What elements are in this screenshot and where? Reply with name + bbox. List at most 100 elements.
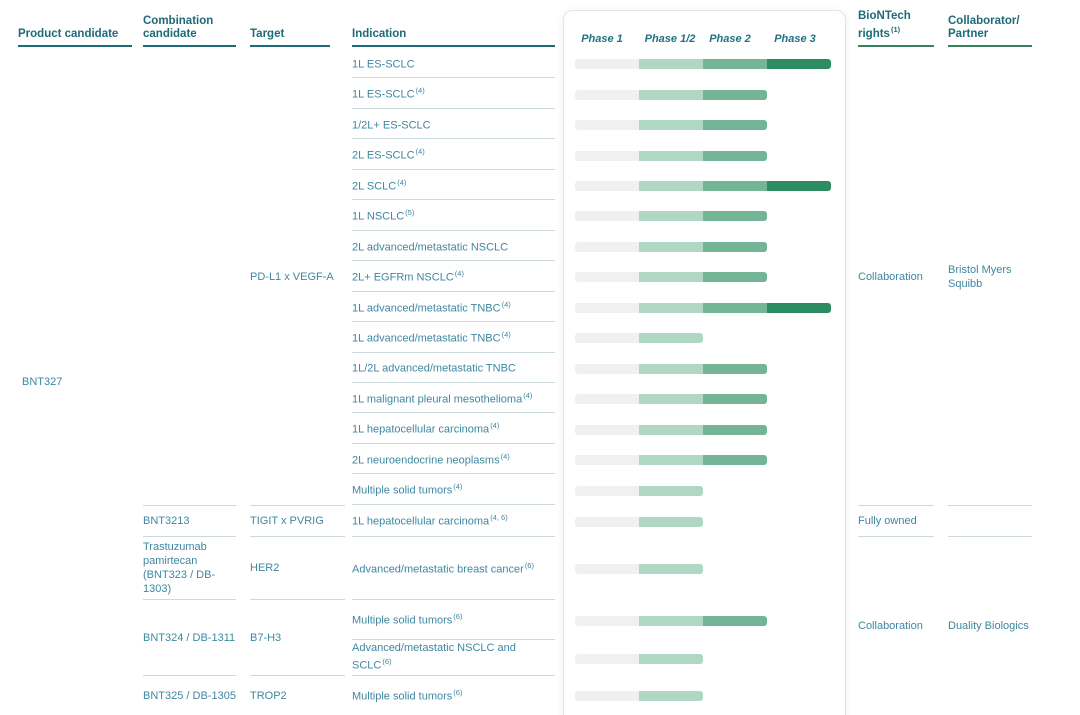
bar-row <box>575 293 833 323</box>
indication-label: 1L advanced/metastatic TNBC(4) <box>352 299 511 315</box>
bar-row <box>575 677 833 715</box>
target-tigit-pvrig: TIGIT x PVRIG <box>250 505 345 537</box>
footnote-marker: (4) <box>500 451 510 461</box>
indication-row: 1L malignant pleural mesothelioma(4) <box>352 383 555 414</box>
indication-label: 1L malignant pleural mesothelioma(4) <box>352 390 533 406</box>
bar-row <box>575 445 833 475</box>
phase-bar <box>575 516 703 527</box>
indication-label: Advanced/metastatic breast cancer(6) <box>352 560 534 576</box>
bar-row <box>575 384 833 414</box>
phase-bars-column <box>575 49 833 715</box>
footnote-marker: (4) <box>501 299 511 309</box>
bar-row <box>575 262 833 292</box>
phase-bar <box>575 150 767 161</box>
column-header-indication: Indication <box>352 6 555 47</box>
indication-row: 1L ES-SCLC(4) <box>352 78 555 109</box>
rights-bnt327: Collaboration <box>858 270 923 283</box>
column-header-label: Target <box>250 28 285 40</box>
indication-row: Multiple solid tumors(6) <box>352 676 555 715</box>
indication-row: 1L advanced/metastatic TNBC(4) <box>352 292 555 323</box>
indication-label: Multiple solid tumors(4) <box>352 482 463 497</box>
phase-bar <box>575 615 767 626</box>
phase2-header: Phase 2 <box>709 33 751 45</box>
bar-row <box>575 49 833 79</box>
footnote-marker: (5) <box>405 208 415 218</box>
indication-row: 2L+ EGFRm NSCLC(4) <box>352 261 555 292</box>
phase-bar <box>575 181 831 192</box>
phase-bar <box>575 485 703 496</box>
partner-bristol-myers-squibb: Bristol Myers Squibb <box>948 263 1012 290</box>
indication-label: 2L ES-SCLC(4) <box>352 147 425 162</box>
indication-label: Advanced/metastatic NSCLC and SCLC(6) <box>352 641 516 672</box>
bar-row <box>575 110 833 140</box>
indication-label: 1/2L+ ES-SCLC <box>352 119 431 132</box>
indication-label: Multiple solid tumors(6) <box>352 688 463 704</box>
bar-row <box>575 475 833 505</box>
indication-label: 1L hepatocellular carcinoma(4) <box>352 421 500 436</box>
phase-progress-card: Phase 1 Phase 1/2 Phase 2 Phase 3 <box>563 10 846 715</box>
footnote-marker: (6) <box>453 688 463 698</box>
footnote-marker: (6) <box>524 560 534 570</box>
indication-label: 1L NSCLC(5) <box>352 208 415 223</box>
bar-row <box>575 354 833 384</box>
phase-bar <box>575 89 767 100</box>
indication-row: 1L NSCLC(5) <box>352 200 555 231</box>
column-header-collaborator-partner: Collaborator/Partner <box>948 6 1032 47</box>
phase-bar <box>575 211 767 222</box>
footnote-marker: (6) <box>382 656 392 666</box>
footnote-marker: (4, 6) <box>490 513 508 523</box>
target-b7h3: B7-H3 <box>250 600 345 676</box>
indication-label: 1L advanced/metastatic TNBC(4) <box>352 329 511 345</box>
footnote-marker: (6) <box>453 612 463 622</box>
column-header-biontech-rights: BioNTech rights(1) <box>858 6 934 47</box>
phase-bar <box>575 241 767 252</box>
bar-row <box>575 232 833 262</box>
indication-row: 2L neuroendocrine neoplasms(4) <box>352 444 555 475</box>
indication-label: 1L ES-SCLC <box>352 58 415 71</box>
footnote-marker: (4) <box>397 177 407 187</box>
indication-label: 2L SCLC(4) <box>352 177 407 193</box>
target-her2: HER2 <box>250 537 345 600</box>
footnote-marker: (4) <box>490 421 500 431</box>
footnote-marker: (4) <box>523 390 533 400</box>
indication-column: 1L ES-SCLC 1L ES-SCLC(4) 1/2L+ ES-SCLC 2… <box>352 48 555 715</box>
combination-bnt324: BNT324 / DB-1311 <box>143 600 236 676</box>
indication-label: 2L neuroendocrine neoplasms(4) <box>352 451 510 467</box>
phase-bar <box>575 120 767 131</box>
indication-row: Advanced/metastatic NSCLC and SCLC(6) <box>352 640 555 676</box>
column-header-label: Product candidate <box>18 28 119 40</box>
rights-fully-owned: Fully owned <box>858 505 934 537</box>
product-candidate-bnt327: BNT327 <box>22 375 63 388</box>
footnote-marker: (4) <box>415 86 425 96</box>
indication-row: 1L/2L advanced/metastatic TNBC <box>352 353 555 383</box>
indication-row: 1/2L+ ES-SCLC <box>352 109 555 140</box>
footnote-marker: (4) <box>454 269 464 279</box>
column-header-combination-candidate: Combination candidate <box>143 6 236 47</box>
indication-label: 1L hepatocellular carcinoma(4, 6) <box>352 513 508 529</box>
indication-row: 1L hepatocellular carcinoma(4, 6) <box>352 505 555 537</box>
phase3-header: Phase 3 <box>774 33 816 45</box>
combination-bnt325: BNT325 / DB-1305 <box>143 689 236 702</box>
footnote-marker: (4) <box>415 147 425 157</box>
rights-duality-collaboration: Collaboration <box>858 620 923 632</box>
column-header-target: Target <box>250 6 330 47</box>
indication-label: 2L+ EGFRm NSCLC(4) <box>352 269 464 284</box>
column-header-label: Combination candidate <box>143 15 214 40</box>
indication-row: 2L ES-SCLC(4) <box>352 139 555 170</box>
column-header-label: Collaborator/Partner <box>948 15 1020 40</box>
phase-bar <box>575 653 703 664</box>
phase-bar <box>575 394 767 405</box>
indication-row: 2L advanced/metastatic NSCLC <box>352 231 555 262</box>
phase1-2-header: Phase 1/2 <box>644 33 696 45</box>
partner-duality-biologics: Duality Biologics <box>948 620 1029 632</box>
indication-row: 2L SCLC(4) <box>352 170 555 201</box>
indication-label: 1L ES-SCLC(4) <box>352 86 425 101</box>
indication-row: Advanced/metastatic breast cancer(6) <box>352 537 555 600</box>
phase-bar <box>575 691 703 702</box>
footnote-marker: (4) <box>501 329 511 339</box>
phase-bar <box>575 272 767 283</box>
target-pdl1-vegfa: PD-L1 x VEGF-A <box>250 270 334 283</box>
phase-bar <box>575 564 703 575</box>
bar-row <box>575 538 833 601</box>
